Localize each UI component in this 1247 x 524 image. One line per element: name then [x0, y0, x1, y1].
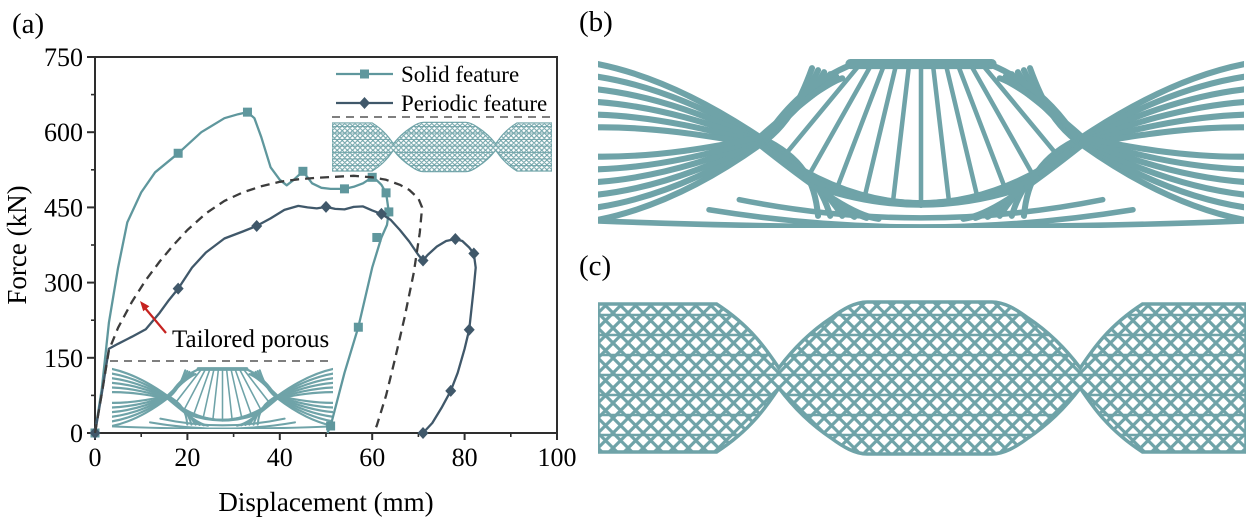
- data-marker-diamond: [359, 97, 370, 109]
- data-marker-square: [326, 421, 336, 431]
- panel-label-c: (c): [579, 250, 612, 282]
- data-marker-diamond: [375, 207, 387, 220]
- panel-label-a: (a): [12, 8, 45, 40]
- structure-c-image: [598, 298, 1246, 458]
- data-marker-square: [242, 107, 252, 117]
- data-marker-diamond: [468, 247, 480, 260]
- annotation-arrowhead: [140, 301, 150, 312]
- annotation-arrow: [144, 307, 167, 334]
- data-marker-square: [173, 148, 183, 158]
- annotation-text: Tailored porous: [172, 326, 329, 353]
- x-tick-label: 80: [452, 443, 478, 472]
- fan-lattice-structure: [598, 64, 1244, 227]
- x-tick-label: 20: [174, 443, 200, 472]
- y-tick-label: 600: [44, 118, 83, 147]
- data-marker-diamond: [463, 323, 475, 336]
- data-marker-diamond: [251, 219, 263, 232]
- y-tick-label: 750: [44, 43, 83, 72]
- data-marker-square: [353, 322, 363, 332]
- inset-fan-lattice: [112, 369, 333, 429]
- data-marker-square: [360, 69, 369, 79]
- data-marker-square: [372, 232, 382, 242]
- force-displacement-chart: 0 20 40 60 80 100 0 150 300 450 600 750 Displacement…: [2, 43, 577, 517]
- x-tick-label: 40: [267, 443, 293, 472]
- legend-label-solid-feature: Solid feature: [401, 62, 519, 87]
- data-marker-diamond: [172, 282, 184, 295]
- x-tick-label: 60: [359, 443, 385, 472]
- data-marker-diamond: [417, 254, 429, 267]
- legend-label-periodic-feature: Periodic feature: [401, 91, 547, 116]
- series-line-periodic-feature: [93, 204, 477, 434]
- x-axis-title: Displacement (mm): [218, 487, 433, 517]
- y-tick-label: 450: [44, 193, 83, 222]
- data-marker-square: [384, 207, 394, 217]
- y-axis-title: Force (kN): [2, 185, 32, 304]
- mesh-lattice-structure: [598, 298, 1246, 458]
- data-marker-square: [339, 184, 349, 194]
- y-tick-label: 0: [70, 419, 83, 448]
- panel-label-b: (b): [579, 6, 613, 38]
- data-marker-diamond: [320, 200, 332, 213]
- data-marker-square: [381, 188, 391, 198]
- data-marker-diamond: [445, 384, 457, 397]
- x-tick-label: 0: [89, 443, 102, 472]
- y-tick-label: 300: [44, 269, 83, 298]
- data-marker-diamond: [449, 232, 461, 245]
- inset-mesh-lattice: [331, 120, 554, 175]
- data-marker-square: [298, 166, 308, 176]
- y-tick-label: 150: [44, 344, 83, 373]
- x-tick-label: 100: [538, 443, 577, 472]
- structure-b-image: [598, 56, 1244, 228]
- data-marker-diamond: [417, 427, 429, 439]
